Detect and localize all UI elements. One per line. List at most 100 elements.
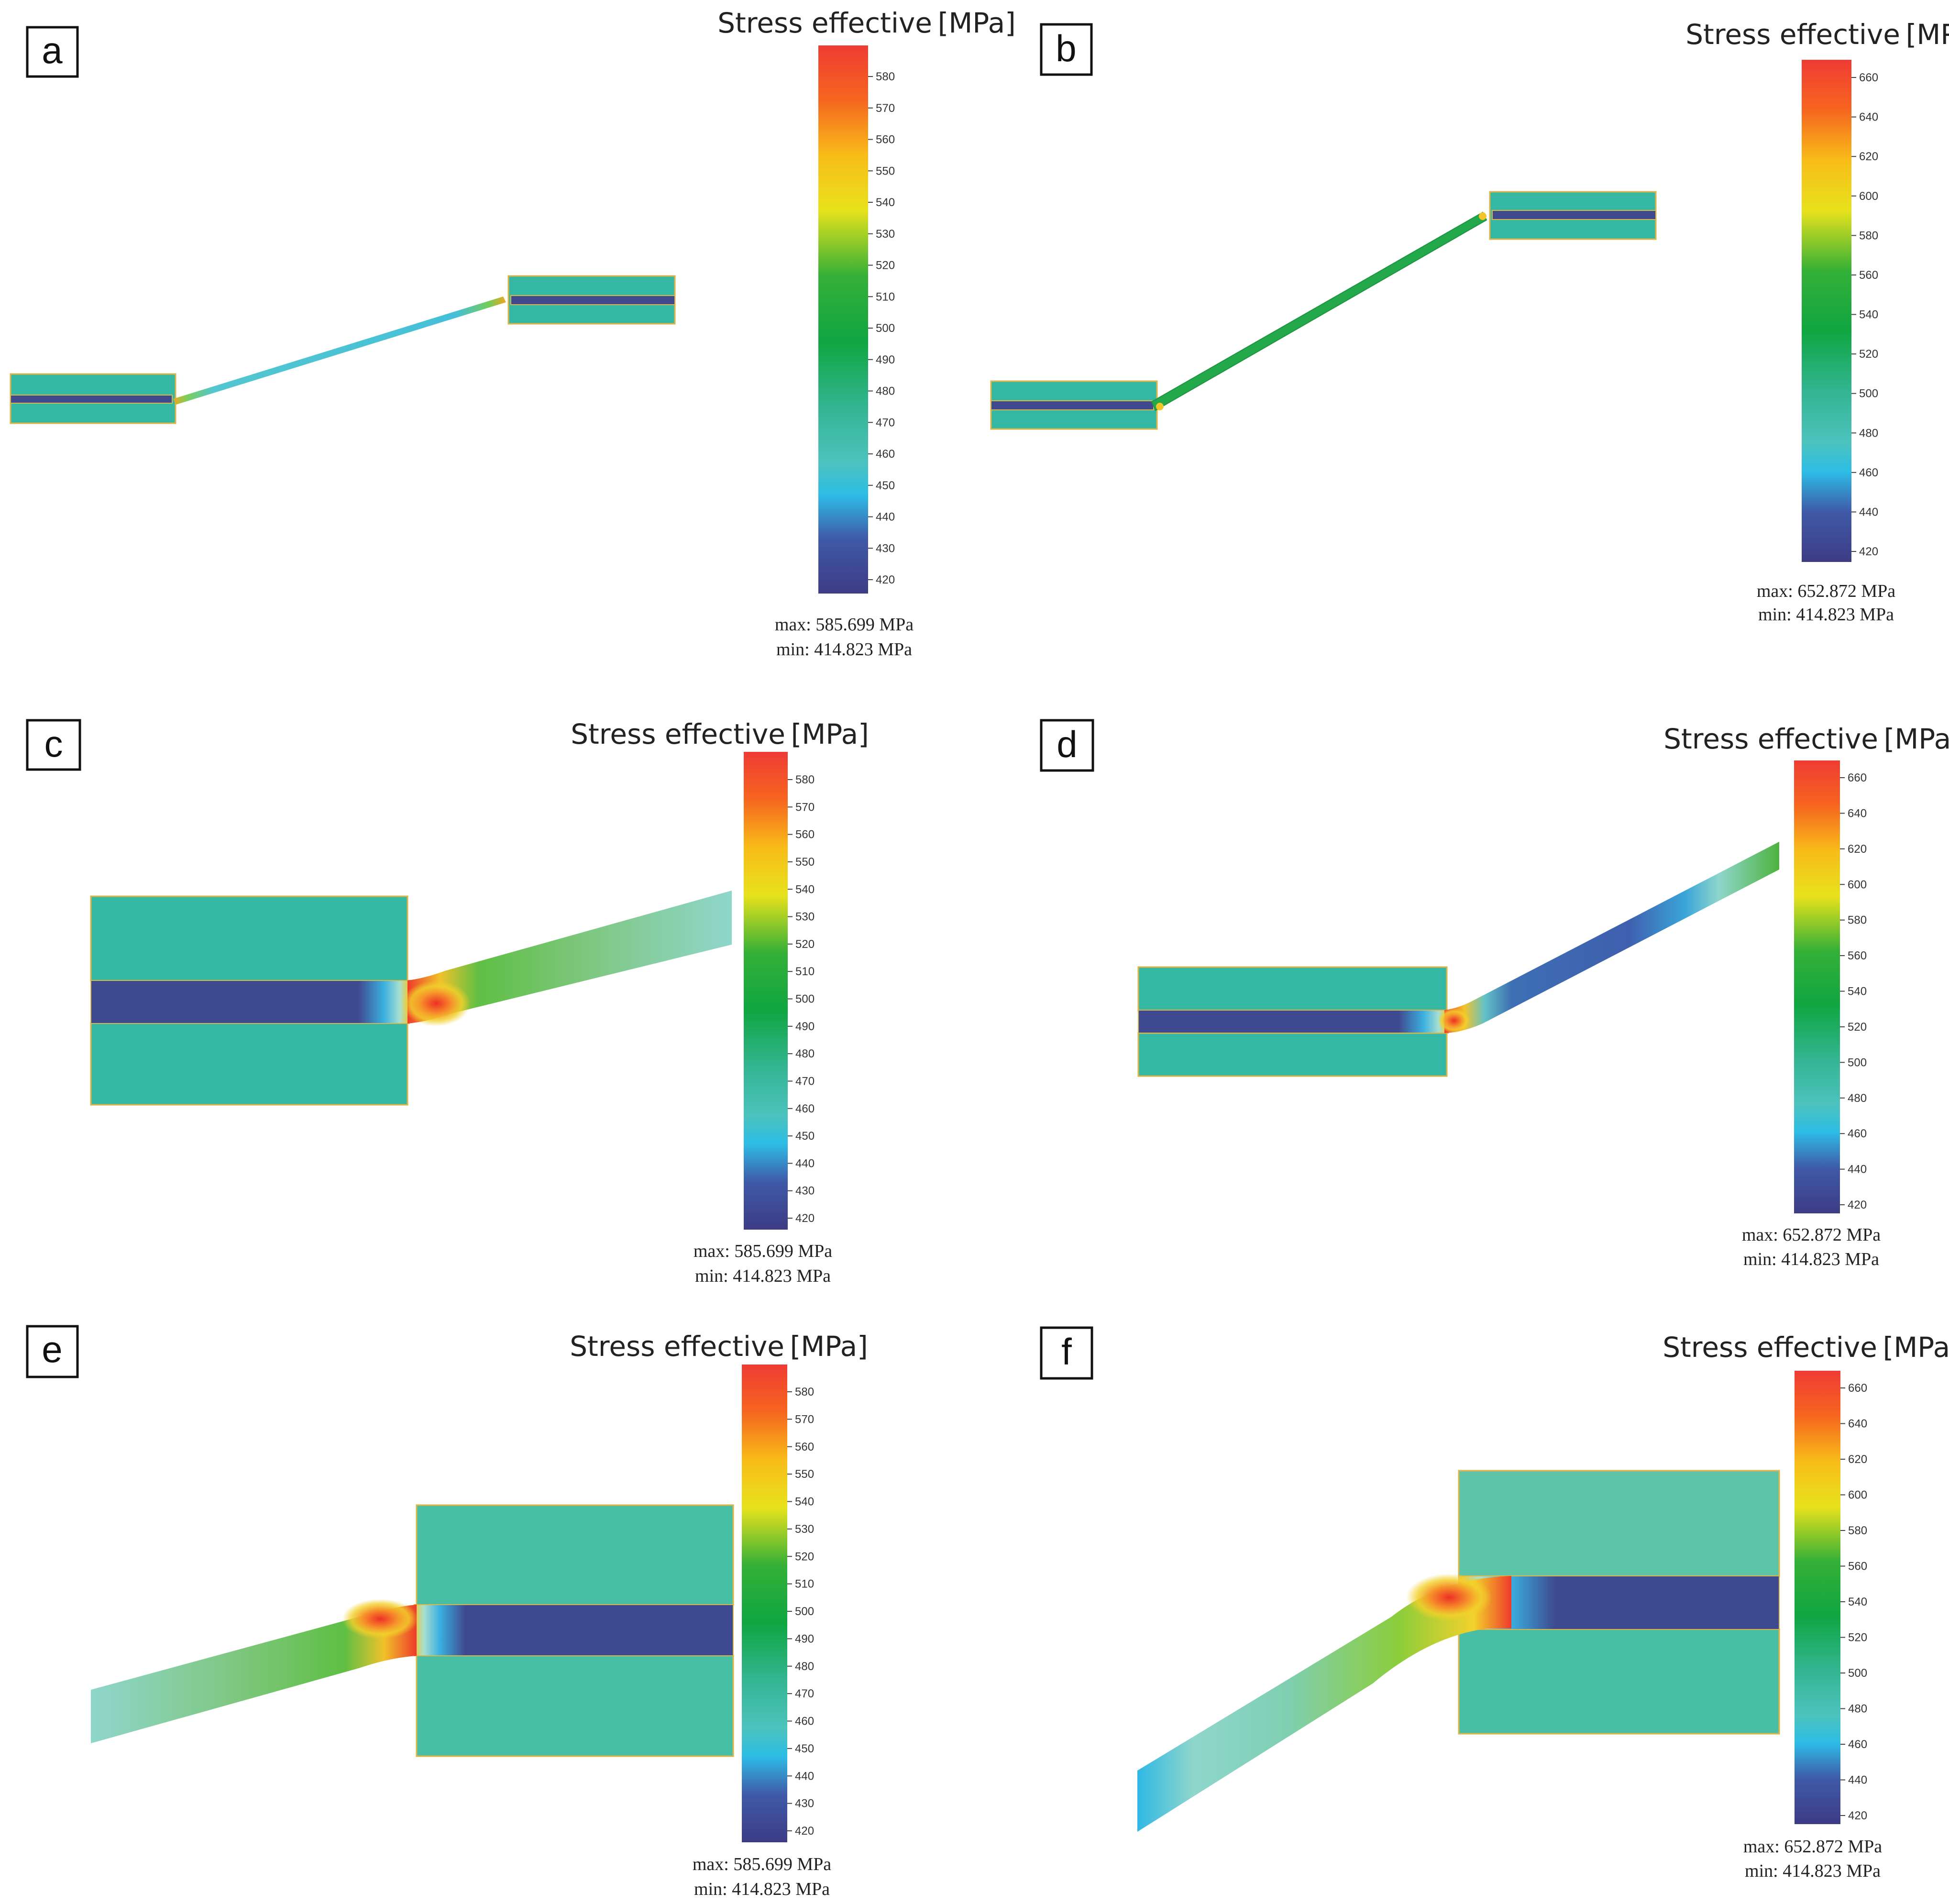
colorbar-tick-label: 540	[1859, 308, 1878, 321]
panel-d: d Stress effective [MPa] 660 640 620 600 580…	[1040, 719, 1949, 1269]
colorbar-tick-label: 500	[795, 1605, 814, 1618]
colorbar-tick-label: 500	[876, 322, 895, 335]
max-value: max: 652.872 MPa	[1742, 1225, 1881, 1245]
colorbar-tick-label: 580	[1848, 914, 1867, 927]
colorbar-tick-label: 570	[795, 1413, 814, 1426]
colorbar-tick-label: 540	[795, 883, 815, 896]
panel-label: a	[42, 29, 63, 71]
max-value: max: 585.699 MPa	[694, 1241, 832, 1261]
left-strip-in-die	[10, 395, 173, 404]
colorbar-tick-label: 510	[795, 1578, 814, 1591]
colorbar-tick-label: 580	[876, 70, 895, 83]
hot-spot	[1438, 1008, 1470, 1033]
colorbar-tick-label: 540	[876, 196, 895, 209]
colorbar-tick-label: 490	[876, 353, 895, 366]
colorbar-tick-label: 460	[1848, 1738, 1867, 1751]
colorbar-tick-label: 520	[1859, 348, 1878, 361]
colorbar-tick-label: 450	[795, 1130, 815, 1143]
panel-label-box	[1040, 1326, 1093, 1380]
panel-c: c Stress effective [MPa] 580 570 560 550 540…	[26, 718, 869, 1286]
colorbar-tick-label: 540	[795, 1496, 814, 1508]
hot-spot	[342, 1599, 418, 1639]
colorbar-tick-label: 640	[1848, 1418, 1867, 1431]
colorbar-tick-label: 550	[876, 165, 895, 177]
colorbar-tick-label: 440	[795, 1770, 814, 1783]
colorbar-tick-label: 660	[1848, 771, 1867, 784]
colorbar-tick-label: 560	[1848, 949, 1867, 962]
colorbar-tick-label: 480	[876, 385, 895, 398]
colorbar-tick-label: 660	[1859, 71, 1878, 84]
upper-die	[1458, 1470, 1780, 1578]
colorbar-tick-label: 540	[1848, 985, 1867, 998]
deformed-strip	[407, 891, 732, 1024]
colorbar-tick-label: 490	[795, 1020, 815, 1033]
panel-label-box	[26, 719, 81, 771]
strip-in-die	[90, 980, 410, 1024]
colorbar-title: Stress effective [MPa]	[571, 718, 869, 750]
colorbar-tick-label: 440	[1859, 506, 1878, 518]
deformed-strip	[173, 297, 506, 405]
colorbar-tick-label: 520	[795, 1550, 814, 1563]
deformed-strip	[1137, 1576, 1511, 1832]
max-value: max: 652.872 MPa	[1757, 581, 1895, 601]
colorbar-tick-label: 450	[876, 479, 895, 492]
lower-die	[90, 1022, 408, 1106]
min-value: min: 414.823 MPa	[1758, 605, 1894, 625]
colorbar	[742, 1365, 787, 1842]
panel-label-box	[1040, 719, 1094, 772]
colorbar-tick-label: 450	[795, 1742, 814, 1755]
deformed-strip	[1151, 211, 1487, 411]
colorbar-tick-label: 480	[795, 1660, 814, 1673]
colorbar-ticks: 580 570 560 550 540 530 520 510 500 490 480 470 460 4…	[868, 70, 895, 586]
colorbar-title: Stress effective [MPa]	[717, 7, 1016, 39]
colorbar-tick-label: 560	[1848, 1560, 1867, 1573]
panel-label-box	[26, 1325, 79, 1378]
max-value: max: 585.699 MPa	[775, 615, 914, 635]
colorbar-tick-label: 580	[1859, 229, 1878, 242]
colorbar-ticks: 660 640 620 600 580 560 540 520 500 480 460 440 420	[1840, 771, 1867, 1211]
strip-in-die	[414, 1604, 734, 1656]
panel-label: b	[1056, 27, 1076, 69]
colorbar-tick-label: 480	[1859, 427, 1878, 440]
colorbar-tick-label: 470	[795, 1075, 815, 1088]
hot-spot	[1406, 1574, 1492, 1621]
colorbar-tick-label: 500	[795, 993, 815, 1006]
strip-in-die	[1138, 1010, 1449, 1034]
min-value: min: 414.823 MPa	[1745, 1861, 1881, 1881]
colorbar-title: Stress effective [MPa]	[1663, 723, 1949, 755]
panel-label-box	[1040, 23, 1093, 76]
hot-spot	[1479, 212, 1487, 220]
right-strip-in-die	[510, 295, 675, 305]
upper-die	[90, 895, 408, 982]
colorbar-ticks: 660 640 620 600 580 560 540 520 500 480 460 440 420	[1840, 1382, 1867, 1822]
colorbar-tick-label: 560	[876, 133, 895, 146]
colorbar	[818, 45, 868, 594]
colorbar-tick-label: 490	[795, 1632, 814, 1645]
strip-in-die	[1458, 1575, 1780, 1630]
colorbar-tick-label: 420	[1848, 1199, 1867, 1211]
left-strip-in-die	[991, 400, 1154, 410]
colorbar-tick-label: 420	[876, 573, 895, 586]
colorbar-tick-label: 480	[795, 1047, 815, 1060]
colorbar-ticks: 660 640 620 600 580 560 540 520 500 480 460 440 420	[1851, 71, 1878, 558]
upper-die	[1137, 966, 1448, 1012]
panel-label: d	[1057, 723, 1077, 765]
colorbar-tick-label: 420	[795, 1212, 815, 1225]
colorbar-tick-label: 530	[795, 911, 815, 924]
colorbar-tick-label: 550	[795, 856, 815, 869]
panel-a: a Stress effective [MPa] 580 570 560 550 540…	[10, 7, 1016, 660]
colorbar-tick-label: 600	[1848, 1489, 1867, 1502]
colorbar-tick-label: 550	[795, 1468, 814, 1481]
colorbar-tick-label: 420	[1859, 545, 1878, 558]
hot-spot	[402, 980, 471, 1026]
colorbar-tick-label: 470	[795, 1687, 814, 1700]
panel-b: b Stress effective [MPa] 660 640 620 600 580…	[990, 18, 1949, 625]
colorbar-tick-label: 520	[1848, 1631, 1867, 1644]
min-value: min: 414.823 MPa	[695, 1266, 831, 1286]
colorbar-tick-label: 530	[795, 1523, 814, 1536]
panel-label: e	[42, 1328, 62, 1370]
lower-die	[1458, 1628, 1780, 1735]
panel-e: e Stress effective [MPa] 580 570 560 550 540…	[26, 1325, 868, 1899]
panel-label: f	[1061, 1331, 1072, 1373]
